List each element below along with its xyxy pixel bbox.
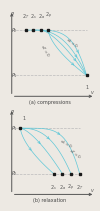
Text: $v$: $v$ (90, 89, 95, 96)
Text: $P_2$: $P_2$ (11, 169, 18, 178)
Text: $d_s{=}0$: $d_s{=}0$ (64, 37, 79, 51)
Text: $2_a$: $2_a$ (59, 183, 66, 192)
Text: $2_T$: $2_T$ (76, 183, 83, 192)
Text: $d_T{=}0$: $d_T{=}0$ (38, 43, 51, 59)
Text: $P_2$: $P_2$ (11, 26, 18, 35)
Text: 1: 1 (22, 116, 26, 121)
Text: $P$: $P$ (10, 10, 15, 18)
Text: $d_T{=}0$: $d_T{=}0$ (67, 147, 83, 162)
Text: $2_T$: $2_T$ (22, 12, 29, 21)
Text: $2_a$: $2_a$ (38, 12, 45, 21)
Text: $2_s$: $2_s$ (50, 183, 57, 192)
Text: (b) relaxation: (b) relaxation (33, 198, 67, 203)
Text: 1: 1 (85, 84, 88, 89)
Text: $P_1$: $P_1$ (11, 71, 18, 80)
Text: $2_p$: $2_p$ (67, 183, 74, 193)
Text: $v$: $v$ (90, 187, 95, 194)
Text: $2_s$: $2_s$ (30, 12, 37, 21)
Text: $2_p$: $2_p$ (45, 11, 52, 21)
Text: $d_s{=}0$: $d_s{=}0$ (58, 138, 74, 151)
Text: $P_1$: $P_1$ (11, 124, 18, 133)
Text: $P$: $P$ (10, 108, 15, 116)
Text: (a) compressions: (a) compressions (29, 100, 71, 105)
